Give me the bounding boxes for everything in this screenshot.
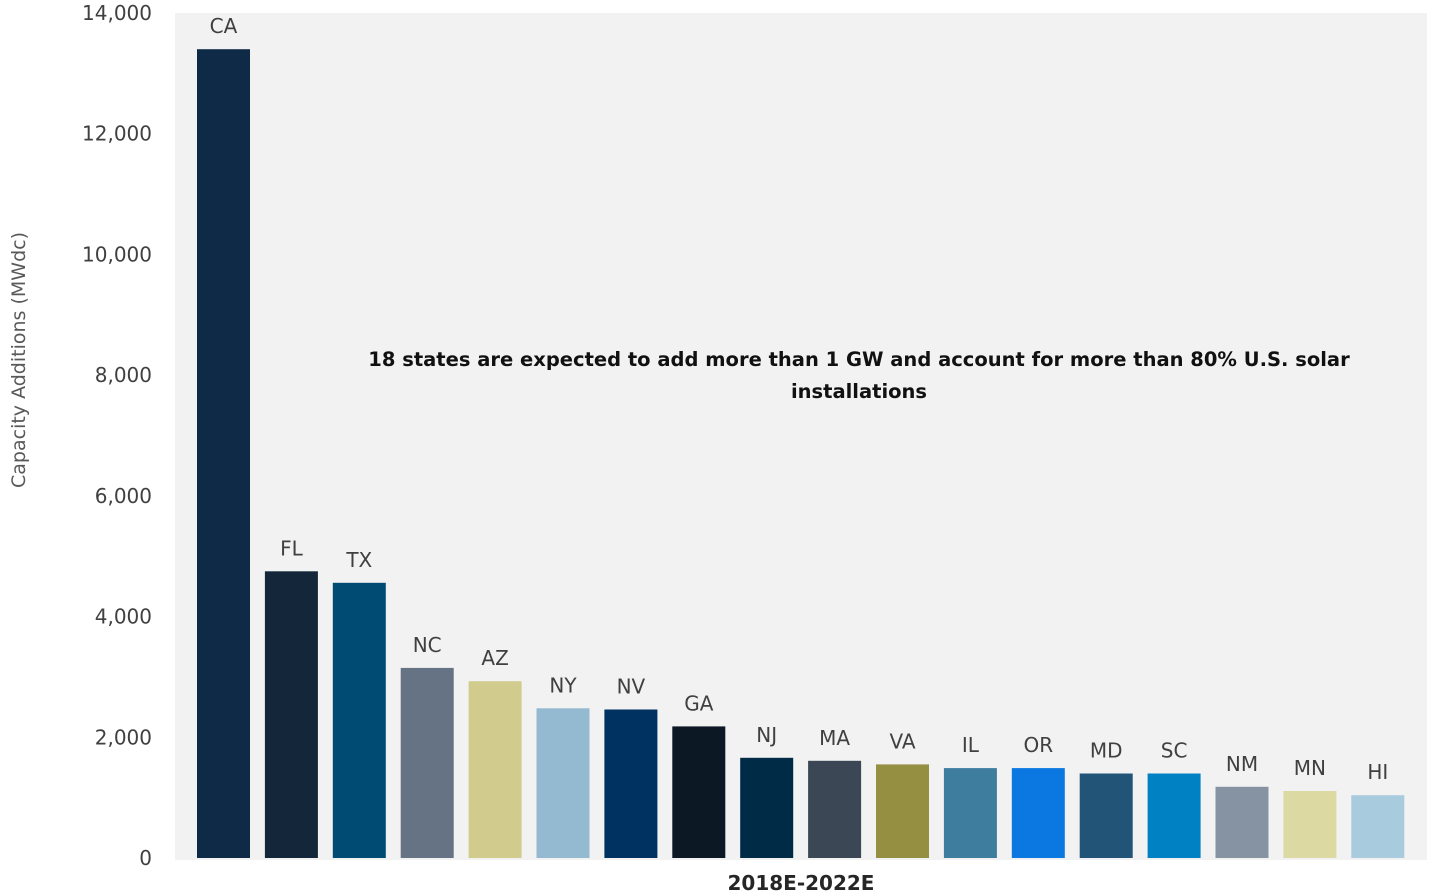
bar-nm — [1215, 786, 1269, 858]
bar-or — [1011, 768, 1065, 858]
bar-nj — [740, 757, 794, 858]
bar-label-va: VA — [889, 729, 915, 753]
bar-label-mn: MN — [1294, 756, 1326, 780]
bar-va — [876, 764, 929, 858]
bar-label-nv: NV — [617, 675, 646, 699]
bar-mn — [1283, 791, 1337, 858]
bar-ca — [197, 49, 250, 858]
y-tick-label: 8,000 — [95, 363, 152, 387]
y-tick-label: 6,000 — [95, 484, 152, 508]
bar-nc — [400, 667, 454, 858]
annotation-line-2: installations — [791, 380, 927, 403]
bar-label-nc: NC — [413, 633, 442, 657]
bar-label-hi: HI — [1367, 760, 1388, 784]
y-axis-title: Capacity Additions (MWdc) — [8, 232, 30, 488]
bar-label-ga: GA — [684, 691, 713, 715]
y-tick-label: 10,000 — [82, 242, 152, 266]
bar-label-az: AZ — [481, 646, 508, 670]
bar-ny — [536, 708, 590, 858]
bar-ga — [672, 726, 726, 858]
bar-label-sc: SC — [1161, 739, 1188, 763]
bar-label-nj: NJ — [756, 723, 777, 747]
bar-tx — [332, 582, 386, 858]
annotation-line-1: 18 states are expected to add more than … — [368, 348, 1350, 371]
bar-hi — [1351, 795, 1405, 858]
y-tick-label: 14,000 — [82, 1, 152, 25]
y-axis: 0 2,000 4,000 6,000 8,000 10,000 12,000 14,000 — [82, 1, 152, 870]
bar-label-ca: CA — [210, 14, 238, 38]
bar-series — [197, 49, 1405, 858]
bar-label-ny: NY — [549, 673, 577, 697]
bar-ma — [808, 760, 862, 858]
bar-az — [468, 681, 522, 858]
bar-nv — [604, 709, 658, 858]
bar-label-tx: TX — [345, 548, 372, 572]
bar-fl — [264, 571, 318, 858]
bar-label-nm: NM — [1226, 752, 1258, 776]
bar-label-fl: FL — [280, 536, 304, 560]
bar-il — [943, 768, 997, 858]
bar-labels: CA FL TX NC AZ NY NV GA NJ MA VA IL OR MD SC NM MN HI — [210, 14, 1389, 784]
x-axis-title: 2018E-2022E — [728, 871, 875, 895]
bar-label-il: IL — [962, 733, 980, 757]
y-tick-label: 2,000 — [95, 725, 152, 749]
y-tick-label: 4,000 — [95, 605, 152, 629]
bar-md — [1079, 773, 1133, 858]
y-tick-label: 12,000 — [82, 122, 152, 146]
bar-label-ma: MA — [819, 726, 850, 750]
bar-label-md: MD — [1090, 739, 1123, 763]
bar-label-or: OR — [1023, 733, 1053, 757]
y-tick-label: 0 — [139, 846, 152, 870]
bar-sc — [1147, 773, 1201, 858]
